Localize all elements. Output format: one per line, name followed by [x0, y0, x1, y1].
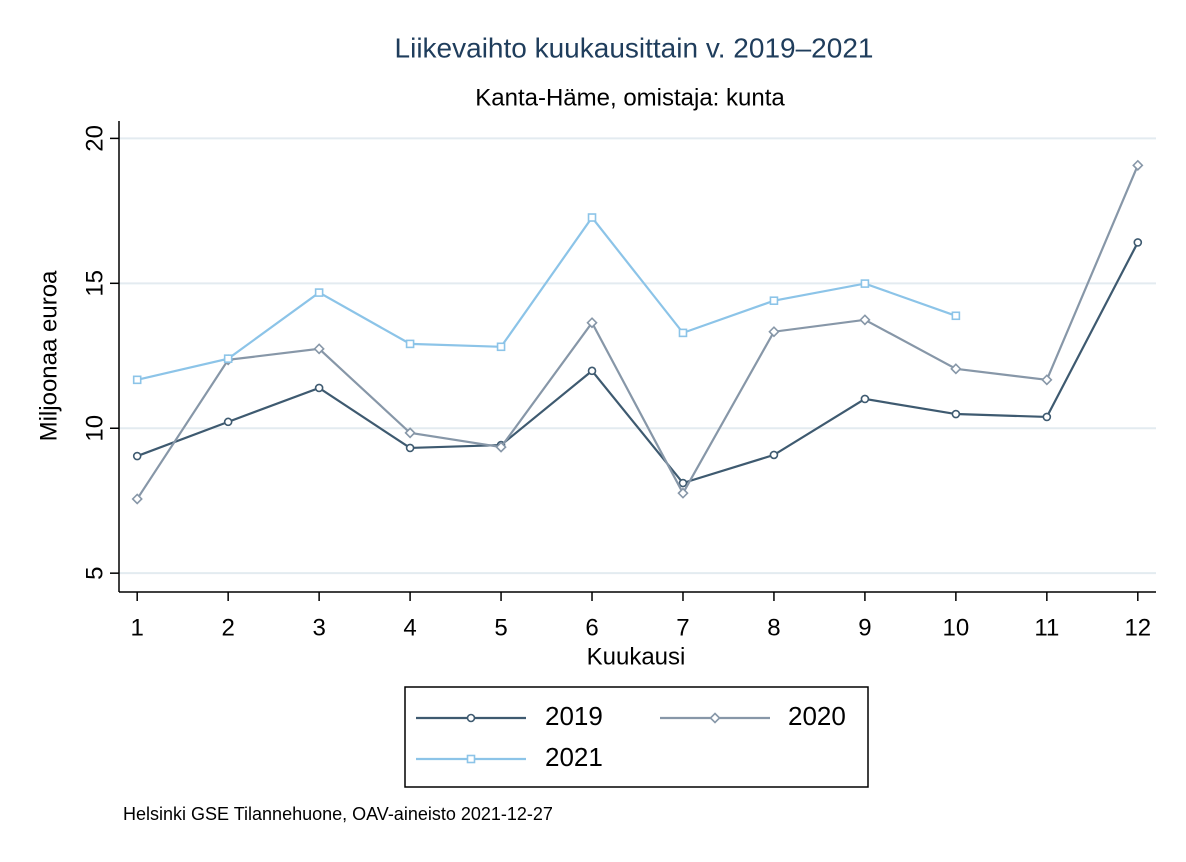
marker: [1133, 238, 1143, 247]
y-tick-label: 20: [81, 125, 108, 152]
marker: [587, 213, 597, 222]
marker: [132, 375, 142, 385]
y-axis-label: Miljoonaa euroa: [35, 270, 62, 441]
marker: [314, 288, 324, 297]
y-tick-label: 5: [81, 566, 108, 579]
marker: [223, 417, 233, 427]
chart-title: Liikevaihto kuukausittain v. 2019–2021: [395, 32, 874, 63]
legend-box: [404, 686, 869, 788]
marker: [1132, 159, 1144, 171]
x-tick-label: 11: [1034, 614, 1059, 641]
marker: [586, 317, 598, 329]
marker: [769, 296, 779, 306]
x-tick-label: 6: [585, 614, 598, 641]
marker: [587, 366, 597, 376]
marker: [223, 354, 233, 363]
marker: [951, 409, 961, 419]
x-axis-label: Kuukausi: [587, 643, 686, 670]
marker: [678, 478, 688, 488]
marker: [678, 328, 688, 338]
series-line: [136, 164, 1139, 500]
marker: [313, 343, 325, 355]
series-line: [136, 241, 1139, 485]
marker: [132, 451, 142, 461]
marker: [677, 487, 689, 499]
x-tick-label: 12: [1124, 614, 1151, 641]
marker: [405, 339, 415, 349]
x-tick-label: 5: [494, 614, 507, 641]
marker: [131, 493, 143, 505]
marker: [860, 279, 870, 288]
chart-subtitle: Kanta-Häme, omistaja: kunta: [475, 84, 785, 111]
x-tick-label: 10: [943, 614, 970, 641]
marker: [709, 712, 721, 724]
marker: [466, 713, 476, 723]
x-tick-label: 8: [767, 614, 780, 641]
caption: Helsinki GSE Tilannehuone, OAV-aineisto …: [123, 804, 553, 824]
marker: [859, 314, 871, 326]
marker: [769, 450, 779, 460]
x-tick-label: 9: [858, 614, 871, 641]
marker: [405, 443, 415, 453]
x-tick-label: 1: [131, 614, 144, 641]
marker: [496, 342, 506, 352]
marker: [495, 441, 507, 453]
marker: [768, 326, 780, 338]
legend-label: 2020: [788, 701, 846, 731]
legend-label: 2019: [545, 701, 603, 731]
x-tick-label: 4: [403, 614, 416, 641]
x-tick-label: 2: [221, 614, 234, 641]
x-tick-label: 3: [312, 614, 325, 641]
x-tick-label: 7: [676, 614, 689, 641]
marker: [951, 311, 961, 321]
series-line: [136, 215, 957, 381]
marker: [860, 394, 870, 404]
y-tick-label: 15: [81, 270, 108, 297]
marker: [1041, 374, 1053, 386]
y-tick-label: 10: [81, 415, 108, 442]
marker: [314, 383, 324, 393]
marker: [950, 363, 962, 375]
marker: [1042, 412, 1052, 422]
marker: [404, 427, 416, 439]
marker: [466, 754, 476, 764]
legend-label: 2021: [545, 742, 603, 772]
